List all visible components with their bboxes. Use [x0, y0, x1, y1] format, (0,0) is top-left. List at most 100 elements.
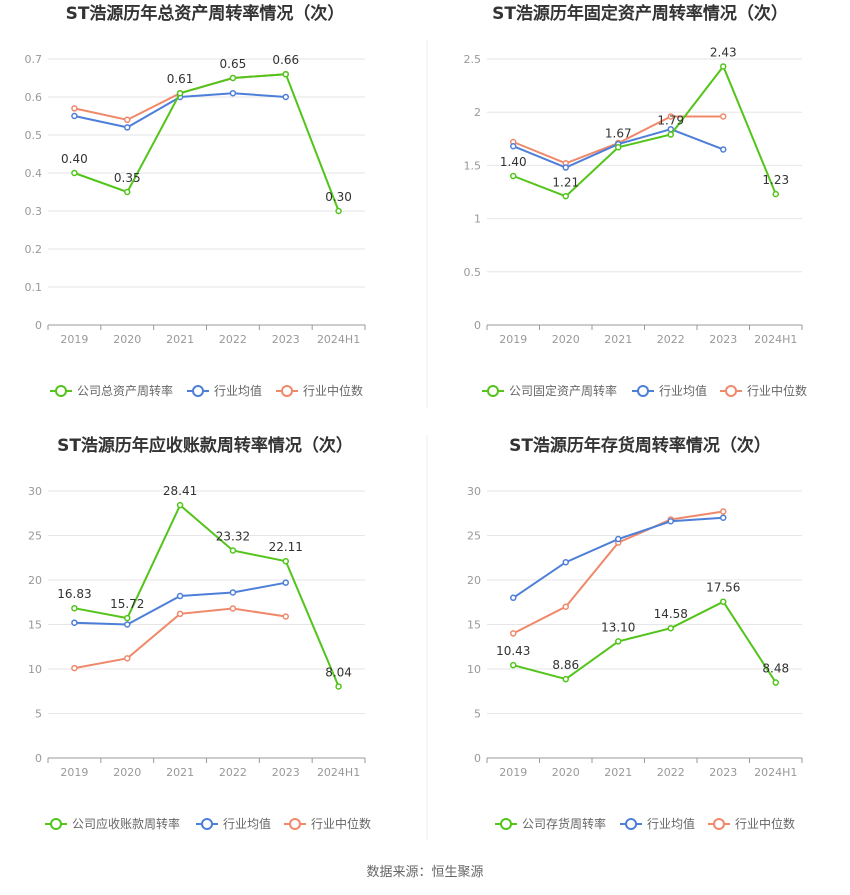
x-tick-label: 2020 [552, 333, 580, 346]
y-tick-label: 2.5 [464, 53, 482, 66]
x-tick-label: 2019 [499, 333, 527, 346]
legend-label: 行业中位数 [311, 816, 371, 831]
company-point [667, 131, 674, 138]
industry-average-point [229, 589, 237, 596]
company-point [667, 624, 674, 632]
x-tick-label: 2019 [60, 766, 88, 779]
company-point [176, 501, 184, 509]
y-tick-label: 1 [474, 213, 481, 226]
y-tick-label: 0.3 [25, 205, 43, 218]
company-point [772, 190, 779, 198]
company-point [282, 557, 289, 565]
legend-item-industry-median: 行业中位数 [720, 383, 807, 398]
data-label: 14.58 [654, 607, 688, 621]
legend-marker [500, 818, 512, 830]
data-label: 0.61 [167, 72, 194, 86]
chart-title: ST浩源历年固定资产周转率情况（次） [492, 3, 788, 24]
company-point [124, 188, 131, 196]
industry-average-point [720, 146, 727, 153]
legend-item-company: 公司固定资产周转率 [482, 383, 617, 398]
y-tick-label: 15 [467, 619, 481, 632]
x-tick-label: 2022 [657, 766, 685, 779]
x-tick-label: 2024H1 [754, 333, 797, 346]
company-point [615, 638, 622, 645]
data-label: 0.66 [272, 53, 299, 67]
company-point [615, 144, 622, 151]
industry-average-point [124, 621, 131, 628]
legend-marker [55, 385, 67, 397]
y-tick-label: 15 [28, 619, 42, 632]
data-label: 0.40 [61, 152, 88, 166]
company-point [335, 683, 342, 690]
company-line [512, 64, 777, 198]
x-tick-label: 2023 [272, 766, 300, 779]
x-tick-label: 2021 [166, 766, 194, 779]
legend-item-industry-median: 行业中位数 [708, 816, 795, 831]
legend-label: 行业均值 [223, 816, 271, 831]
industry-median-point [71, 664, 78, 672]
x-tick-label: 2021 [604, 766, 632, 779]
x-tick-label: 2024H1 [317, 333, 360, 346]
company-point [720, 598, 727, 605]
company-point [510, 172, 517, 180]
legend-item-industry-average: 行业均值 [632, 383, 707, 398]
company-point [71, 604, 78, 612]
x-tick-label: 2019 [60, 333, 88, 346]
legend-label: 公司存货周转率 [522, 816, 606, 831]
inventory-turnover-chart: ST浩源历年存货周转率情况（次） 0 5 10 15 20 25 30 2019 2020 2021… [467, 435, 803, 831]
x-tick-label: 2022 [219, 333, 247, 346]
data-label: 1.67 [605, 126, 632, 140]
legend-label: 公司总资产周转率 [77, 383, 173, 398]
data-label: 0.30 [325, 190, 352, 204]
y-tick-label: 20 [28, 574, 42, 587]
industry-median-line [512, 510, 724, 635]
chart-title: ST浩源历年应收账款周转率情况（次） [57, 435, 353, 456]
industry-median-point [667, 113, 674, 120]
legend-item-industry-average: 行业均值 [187, 383, 262, 398]
x-tick-label: 2020 [113, 333, 141, 346]
x-tick-label: 2021 [604, 333, 632, 346]
company-line [74, 503, 340, 687]
industry-median-point [720, 113, 727, 120]
industry-average-point [720, 514, 727, 521]
industry-average-point [562, 558, 569, 566]
legend-item-company: 公司总资产周转率 [50, 383, 173, 398]
industry-average-point [562, 164, 569, 171]
industry-median-point [510, 630, 517, 637]
legend-label: 行业中位数 [303, 383, 363, 398]
data-label: 8.04 [325, 665, 352, 679]
y-tick-label: 1.5 [464, 159, 482, 172]
legend-label: 行业均值 [659, 383, 707, 398]
chart-title: ST浩源历年总资产周转率情况（次） [66, 3, 345, 24]
industry-median-point [176, 610, 184, 618]
legend-item-company: 公司存货周转率 [495, 816, 606, 831]
data-label: 1.40 [500, 155, 527, 169]
y-tick-label: 0.1 [25, 281, 43, 294]
industry-average-point [176, 592, 184, 600]
industry-average-point [510, 142, 517, 150]
data-label: 8.48 [762, 662, 789, 676]
x-tick-label: 2024H1 [317, 766, 360, 779]
industry-average-point [124, 124, 131, 131]
legend-marker [713, 818, 725, 830]
y-tick-label: 2 [474, 106, 481, 119]
industry-average-point [615, 535, 622, 543]
industry-median-point [282, 613, 289, 620]
industry-average-line [512, 516, 724, 599]
x-tick-label: 2024H1 [754, 766, 797, 779]
data-label: 17.56 [706, 581, 740, 595]
legend-marker [637, 385, 649, 397]
company-point [772, 679, 779, 686]
legend-item-industry-median: 行业中位数 [284, 816, 371, 831]
x-tick-label: 2021 [166, 333, 194, 346]
data-label: 1.23 [762, 173, 789, 187]
y-tick-label: 25 [28, 530, 42, 543]
y-tick-label: 0 [35, 319, 42, 332]
data-label: 1.21 [552, 175, 579, 189]
y-tick-label: 0.6 [25, 91, 43, 104]
legend-label: 公司固定资产周转率 [509, 383, 617, 398]
y-tick-label: 0.7 [25, 53, 43, 66]
industry-average-line [74, 581, 286, 626]
legend-item-company: 公司应收账款周转率 [45, 816, 180, 831]
